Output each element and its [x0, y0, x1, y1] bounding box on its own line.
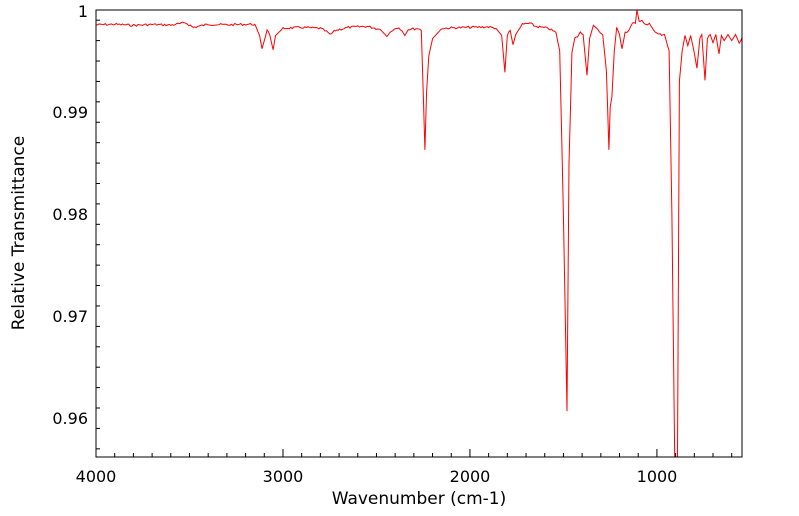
x-tick-label: 4000: [76, 467, 117, 486]
spectrum-line: [96, 10, 742, 457]
x-tick-label: 3000: [263, 467, 304, 486]
x-tick-label: 1000: [637, 467, 678, 486]
plot-frame: [95, 9, 743, 458]
axis-ticks: [95, 19, 733, 457]
x-axis-title: Wavenumber (cm-1): [332, 489, 507, 509]
y-tick-label: 1: [78, 2, 88, 21]
y-axis-title: Relative Transmittance: [9, 136, 29, 331]
y-tick-label: 0.98: [52, 205, 88, 224]
y-tick-label: 0.99: [52, 103, 88, 122]
y-tick-label: 0.97: [52, 307, 88, 326]
y-tick-label: 0.96: [52, 409, 88, 428]
x-tick-label: 2000: [450, 467, 491, 486]
tick-labels: 4000 3000 2000 1000 0.96 0.97 0.98 0.99 …: [52, 2, 677, 486]
